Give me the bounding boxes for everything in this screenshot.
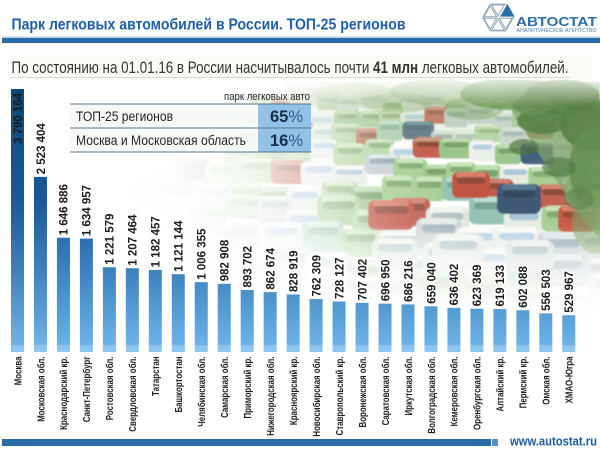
svg-text:Красноярский кр.: Красноярский кр. [289,356,300,425]
svg-text:1 634 957: 1 634 957 [82,185,94,236]
svg-text:Волгоградская обл.: Волгоградская обл. [426,356,438,433]
svg-text:АНАЛИТИЧЕСКОЕ АГЕНТСТВО: АНАЛИТИЧЕСКОЕ АГЕНТСТВО [517,28,597,34]
svg-text:1 646 886: 1 646 886 [59,184,71,235]
svg-text:Московская обл.: Московская обл. [35,356,47,421]
svg-text:Новосибирская обл.: Новосибирская обл. [311,356,323,436]
svg-text:707 402: 707 402 [357,259,369,301]
svg-text:686 216: 686 216 [403,260,415,302]
svg-text:602 088: 602 088 [518,266,530,308]
svg-text:Краснодарский кр.: Краснодарский кр. [59,356,70,430]
svg-text:Москва и Московская область: Москва и Московская область [76,133,246,148]
svg-text:2 523 404: 2 523 404 [36,123,48,175]
svg-text:1 221 579: 1 221 579 [105,214,117,265]
svg-text:1 182 457: 1 182 457 [151,216,163,267]
svg-text:ХМАО-Югра: ХМАО-Югра [565,356,576,403]
svg-text:Иркутская обл.: Иркутская обл. [403,356,415,415]
svg-text:659 040: 659 040 [426,262,438,304]
svg-text:Оренбургская обл.: Оренбургская обл. [472,356,484,430]
svg-text:982 908: 982 908 [220,239,232,281]
svg-text:Кемеровская обл.: Кемеровская обл. [449,356,461,426]
svg-text:Татарстан: Татарстан [151,357,162,397]
svg-text:Москва: Москва [13,356,24,385]
svg-text:Башкортостан: Башкортостан [174,357,185,413]
svg-text:Саратовская обл.: Саратовская обл. [380,356,392,425]
svg-text:Омская обл.: Омская обл. [541,356,553,404]
svg-text:893 702: 893 702 [243,246,255,288]
svg-text:862 674: 862 674 [266,247,278,289]
svg-text:Алтайский кр.: Алтайский кр. [496,356,507,411]
svg-text:1 207 464: 1 207 464 [128,214,140,266]
svg-text:www.autostat.ru: www.autostat.ru [509,434,597,448]
svg-text:Ставропольский кр.: Ставропольский кр. [335,356,346,435]
svg-text:636 402: 636 402 [449,264,461,306]
svg-text:762 309: 762 309 [311,255,323,297]
svg-text:16%: 16% [270,132,303,150]
svg-text:556 503: 556 503 [541,269,553,311]
svg-text:Пермский кр.: Пермский кр. [519,356,530,408]
svg-text:Челябинская обл.: Челябинская обл. [196,356,208,426]
svg-text:Воронежская обл.: Воронежская обл. [357,356,369,427]
svg-text:По состоянию на 01.01.16 в Рос: По состоянию на 01.01.16 в России насчит… [12,59,569,77]
svg-text:828 919: 828 919 [288,250,300,292]
svg-text:619 133: 619 133 [495,265,507,307]
svg-text:АВТОСТАТ: АВТОСТАТ [516,15,597,29]
svg-text:1 121 144: 1 121 144 [174,220,186,272]
svg-text:728 127: 728 127 [334,257,346,299]
svg-text:парк легковых авто: парк легковых авто [224,91,310,103]
svg-text:Парк легковых автомобилей в Ро: Парк легковых автомобилей в России. ТОП-… [12,17,406,34]
svg-text:Приморский кр.: Приморский кр. [243,356,254,418]
svg-text:529 967: 529 967 [564,271,576,313]
svg-text:Самарская обл.: Самарская обл. [219,356,231,418]
svg-text:696 950: 696 950 [380,260,392,302]
svg-text:623 369: 623 369 [472,265,484,307]
svg-text:ТОП-25 регионов: ТОП-25 регионов [76,109,173,124]
svg-text:Санкт-Петербург: Санкт-Петербург [81,357,93,423]
svg-text:3 790 164: 3 790 164 [13,92,25,144]
svg-text:65%: 65% [270,108,303,126]
svg-text:Нижегородская обл.: Нижегородская обл. [265,356,277,435]
svg-text:Свердловская обл.: Свердловская обл. [127,356,139,431]
svg-text:1 006 355: 1 006 355 [197,228,209,280]
svg-text:Ростовская обл.: Ростовская обл. [104,356,116,420]
